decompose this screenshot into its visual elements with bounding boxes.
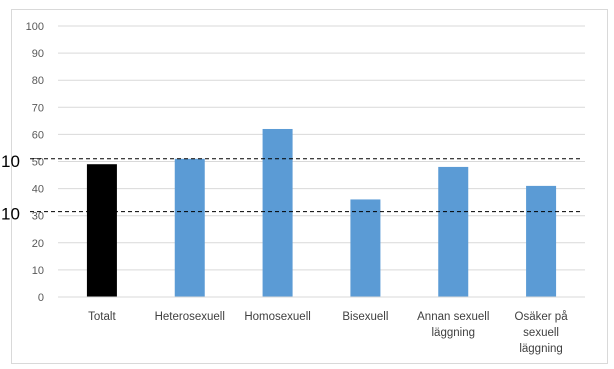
x-category-label: Homosexuell	[244, 311, 310, 323]
x-category-label: Totalt	[88, 311, 116, 323]
y-tick-label: 70	[32, 102, 44, 114]
bar	[86, 164, 117, 297]
reference-lines: 10 10	[1, 152, 583, 224]
bar	[350, 199, 381, 297]
bars	[86, 128, 557, 297]
y-tick-label: 60	[32, 129, 44, 141]
y-tick-label: 20	[32, 238, 44, 250]
bar	[262, 128, 293, 297]
y-tick-label: 0	[38, 292, 44, 304]
x-category-label: Annan sexuell	[417, 311, 489, 323]
y-tick-label: 90	[32, 48, 44, 60]
bar	[526, 185, 557, 297]
x-category-label: Heterosexuell	[155, 311, 225, 323]
x-category-label: läggning	[519, 343, 562, 355]
y-tick-label: 100	[26, 21, 44, 33]
y-axis-ticks: 0 10 20 30 40 50 60 70 80 90 100	[26, 21, 44, 304]
y-tick-label: 80	[32, 75, 44, 87]
x-axis-labels: Totalt Heterosexuell Homosexuell Bisexuell A…	[88, 311, 568, 355]
y-tick-label: 10	[32, 265, 44, 277]
y-tick-label: 40	[32, 184, 44, 196]
reference-line-label: 10	[1, 205, 20, 224]
bar	[174, 158, 205, 297]
reference-line-label: 10	[1, 152, 20, 171]
y-tick-label: 30	[32, 211, 44, 223]
bar	[438, 166, 469, 297]
gridlines	[58, 25, 585, 271]
x-category-label: Osäker på	[515, 311, 569, 323]
x-category-label: Bisexuell	[342, 311, 388, 323]
x-category-label: läggning	[432, 327, 475, 339]
x-category-label: sexuell	[523, 327, 559, 339]
y-tick-label: 50	[32, 157, 44, 169]
